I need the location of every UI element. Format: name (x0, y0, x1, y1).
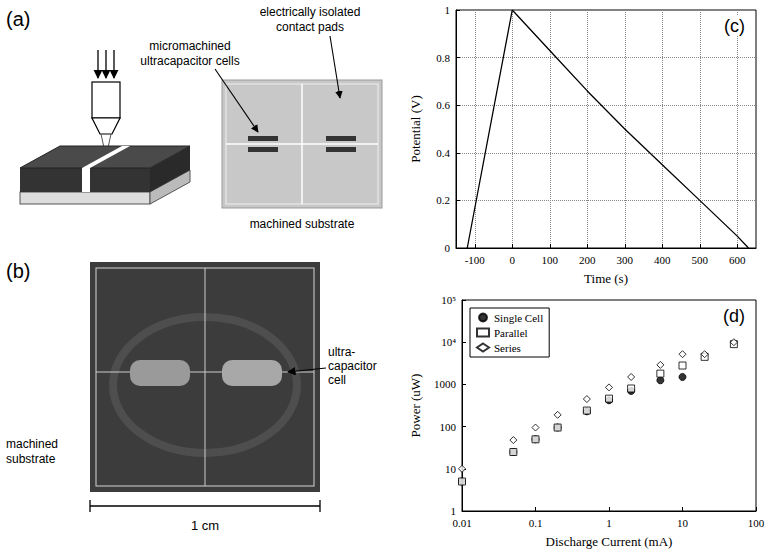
svg-text:substrate: substrate (6, 452, 56, 466)
svg-text:machined: machined (6, 437, 58, 451)
svg-text:machined substrate: machined substrate (250, 217, 355, 231)
svg-text:ultra-: ultra- (328, 345, 355, 359)
svg-text:1: 1 (606, 517, 612, 529)
svg-text:contact pads: contact pads (276, 20, 344, 34)
svg-text:Time (s): Time (s) (584, 271, 628, 286)
svg-text:1000: 1000 (434, 378, 457, 390)
svg-text:0.1: 0.1 (529, 517, 543, 529)
svg-text:100: 100 (440, 421, 457, 433)
svg-text:-100: -100 (465, 254, 486, 266)
svg-text:200: 200 (579, 254, 596, 266)
svg-text:Single Cell: Single Cell (494, 312, 543, 324)
svg-text:0.8: 0.8 (436, 52, 450, 64)
svg-text:0.2: 0.2 (436, 194, 450, 206)
svg-text:400: 400 (654, 254, 671, 266)
svg-text:10⁴: 10⁴ (441, 336, 456, 348)
svg-text:(a): (a) (6, 8, 30, 30)
svg-text:Potential (V): Potential (V) (408, 95, 423, 163)
svg-text:100: 100 (542, 254, 559, 266)
svg-text:10: 10 (677, 517, 689, 529)
svg-text:10⁵: 10⁵ (441, 294, 456, 306)
svg-text:0.6: 0.6 (436, 99, 450, 111)
svg-text:electrically isolated: electrically isolated (260, 5, 361, 19)
svg-text:0.01: 0.01 (452, 517, 471, 529)
svg-text:(d): (d) (723, 306, 745, 326)
svg-text:0: 0 (510, 254, 516, 266)
svg-text:capacitor: capacitor (328, 359, 377, 373)
svg-text:1: 1 (445, 4, 451, 16)
svg-text:0.4: 0.4 (436, 147, 450, 159)
svg-text:1 cm: 1 cm (191, 518, 219, 533)
svg-text:300: 300 (617, 254, 634, 266)
svg-text:10: 10 (445, 463, 457, 475)
svg-text:(b): (b) (6, 260, 30, 282)
svg-text:cell: cell (328, 373, 346, 387)
svg-text:0: 0 (445, 242, 451, 254)
svg-text:500: 500 (692, 254, 709, 266)
svg-text:micromachined: micromachined (149, 39, 230, 53)
svg-text:Series: Series (494, 342, 521, 354)
svg-text:(c): (c) (724, 16, 745, 36)
svg-text:1: 1 (451, 505, 457, 517)
svg-text:600: 600 (729, 254, 746, 266)
svg-text:Parallel: Parallel (494, 327, 528, 339)
svg-text:Discharge Current (mA): Discharge Current (mA) (546, 534, 673, 549)
svg-text:100: 100 (748, 517, 765, 529)
svg-text:ultracapacitor cells: ultracapacitor cells (140, 54, 239, 68)
svg-text:Power (uW): Power (uW) (408, 374, 423, 438)
